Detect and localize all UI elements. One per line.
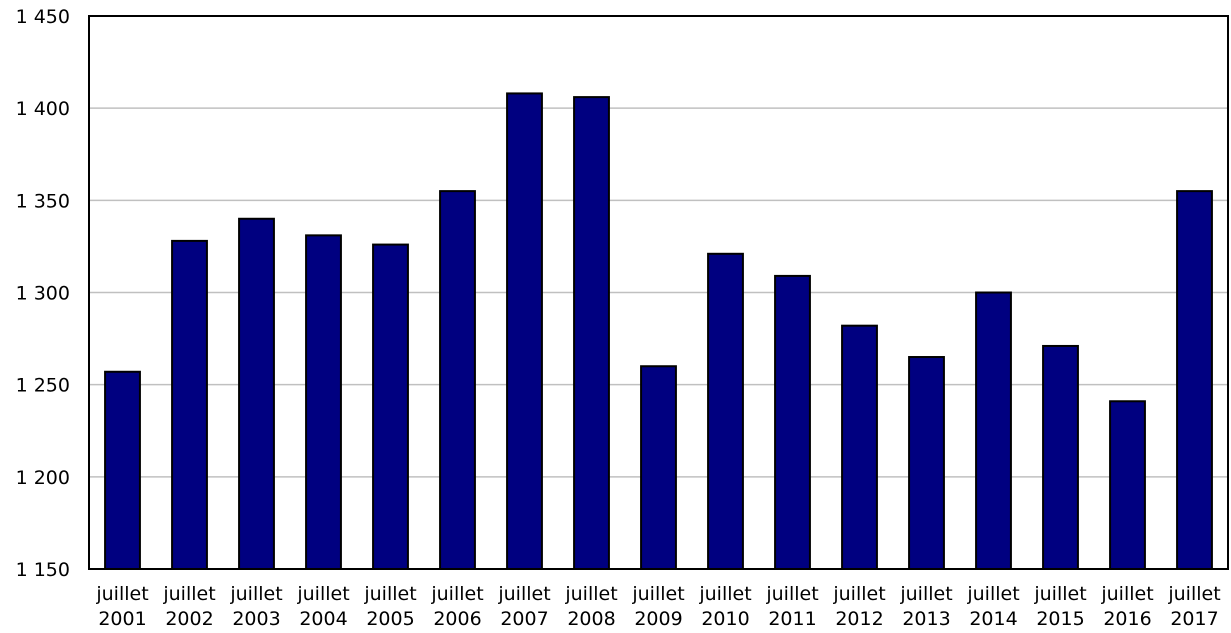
- bar: [1109, 400, 1146, 570]
- bar: [506, 92, 543, 570]
- bar: [439, 190, 476, 570]
- x-tick-label: juillet 2007: [497, 583, 550, 630]
- bar: [908, 356, 945, 570]
- gridlines: [89, 107, 1228, 478]
- x-tick-label: juillet 2006: [430, 583, 483, 630]
- bar: [573, 96, 610, 571]
- x-tick-label: juillet 2016: [1100, 583, 1153, 630]
- x-tick-label: juillet 2012: [832, 583, 885, 630]
- bars: [104, 92, 1213, 571]
- bar: [975, 291, 1012, 570]
- y-tick-label: 1 350: [16, 190, 70, 212]
- x-tick-label: juillet 2014: [966, 583, 1019, 630]
- x-tick-label: juillet 2002: [162, 583, 215, 630]
- y-tick-label: 1 300: [16, 283, 70, 305]
- bar: [774, 274, 811, 570]
- x-axis-tick-labels: juillet 2001 juillet 2002 juillet 2003 juillet…: [95, 583, 1220, 630]
- y-tick-label: 1 200: [16, 467, 70, 489]
- x-tick-label: juillet 2005: [363, 583, 416, 630]
- x-tick-label: juillet 2004: [296, 583, 349, 630]
- bar: [372, 243, 409, 570]
- x-tick-label: juillet 2013: [899, 583, 952, 630]
- bar: [640, 365, 677, 570]
- bar: [707, 252, 744, 570]
- y-tick-label: 1 250: [16, 375, 70, 397]
- y-tick-label: 1 400: [16, 98, 70, 120]
- x-tick-label: juillet 2010: [698, 583, 751, 630]
- x-tick-label: juillet 2017: [1167, 583, 1220, 630]
- x-tick-label: juillet 2003: [229, 583, 282, 630]
- bar: [841, 324, 878, 570]
- bar: [1176, 190, 1213, 570]
- x-tick-label: juillet 2011: [765, 583, 818, 630]
- x-tick-label: juillet 2009: [631, 583, 684, 630]
- y-tick-label: 1 450: [16, 6, 70, 28]
- bar: [1042, 344, 1079, 570]
- plot-frame: [88, 15, 1229, 570]
- x-tick-label: juillet 2015: [1033, 583, 1086, 630]
- x-tick-label: juillet 2001: [95, 583, 148, 630]
- y-axis-tick-labels: 1 150 1 200 1 250 1 300 1 350 1 400 1 450: [16, 6, 70, 581]
- bar: [305, 234, 342, 571]
- bar: [238, 217, 275, 570]
- bar: [104, 370, 141, 570]
- bar: [171, 239, 208, 571]
- x-tick-label: juillet 2008: [564, 583, 617, 630]
- y-tick-label: 1 150: [16, 559, 70, 581]
